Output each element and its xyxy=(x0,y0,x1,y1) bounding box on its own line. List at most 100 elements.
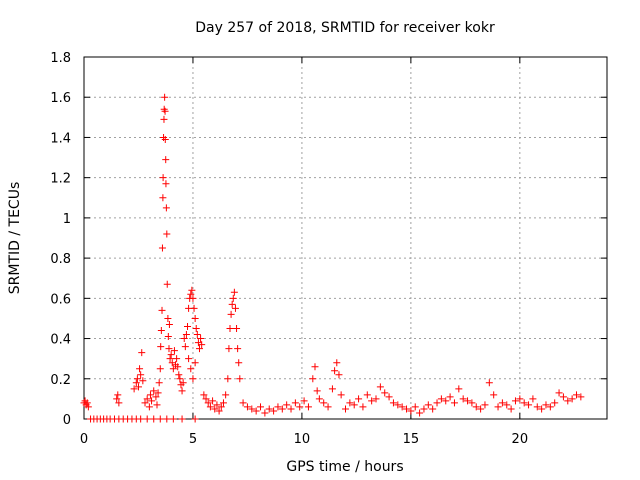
data-point xyxy=(516,395,524,403)
data-point xyxy=(564,397,572,405)
data-point xyxy=(202,395,210,403)
data-point xyxy=(176,375,184,383)
data-point xyxy=(222,391,230,399)
data-point xyxy=(227,310,235,318)
data-point xyxy=(209,397,217,405)
data-point xyxy=(195,345,203,353)
data-point xyxy=(551,399,559,407)
data-point xyxy=(559,393,567,401)
data-point xyxy=(179,379,187,387)
data-point xyxy=(403,405,411,413)
data-point xyxy=(160,115,168,123)
data-point xyxy=(162,156,170,164)
data-point xyxy=(184,322,192,330)
data-point xyxy=(433,399,441,407)
data-point xyxy=(320,399,328,407)
data-point xyxy=(446,393,454,401)
data-point xyxy=(189,375,197,383)
grid-lines xyxy=(84,57,607,419)
data-point xyxy=(175,371,183,379)
data-point xyxy=(243,403,251,411)
data-point xyxy=(424,401,432,409)
data-point xyxy=(113,395,121,403)
data-point xyxy=(225,345,233,353)
data-point xyxy=(206,403,214,411)
data-point xyxy=(152,393,160,401)
data-point xyxy=(146,391,154,399)
data-point xyxy=(507,405,515,413)
data-point xyxy=(173,355,181,363)
data-point xyxy=(200,391,208,399)
data-point xyxy=(429,405,437,413)
data-point xyxy=(315,395,323,403)
data-point xyxy=(309,375,317,383)
data-point xyxy=(520,399,528,407)
data-point xyxy=(167,351,175,359)
data-point xyxy=(296,403,304,411)
data-point xyxy=(394,401,402,409)
data-point xyxy=(163,280,171,288)
data-point xyxy=(166,355,174,363)
data-point xyxy=(162,180,170,188)
data-point xyxy=(459,395,467,403)
data-point xyxy=(148,397,156,405)
data-point xyxy=(229,294,237,302)
data-point xyxy=(164,333,172,341)
data-point xyxy=(376,383,384,391)
data-point xyxy=(187,290,195,298)
data-point xyxy=(261,409,269,417)
data-point xyxy=(185,355,193,363)
plot-frame xyxy=(83,56,608,420)
data-point xyxy=(248,405,256,413)
data-point xyxy=(169,365,177,373)
data-point xyxy=(161,135,169,143)
data-point xyxy=(161,93,169,101)
data-point xyxy=(189,294,197,302)
data-point xyxy=(158,244,166,252)
data-point xyxy=(137,415,145,423)
data-point xyxy=(157,327,165,335)
data-point xyxy=(490,391,498,399)
data-point xyxy=(398,403,406,411)
y-tick-label: 0.2 xyxy=(50,373,71,388)
data-point xyxy=(485,379,493,387)
data-point xyxy=(154,389,162,397)
y-tick-label: 0.4 xyxy=(50,333,71,348)
data-point xyxy=(542,401,550,409)
data-point xyxy=(291,399,299,407)
data-point xyxy=(287,405,295,413)
data-point xyxy=(165,320,173,328)
data-point xyxy=(416,409,424,417)
data-point xyxy=(257,403,265,411)
data-point xyxy=(159,194,167,202)
data-point xyxy=(359,403,367,411)
y-tick-label: 0.8 xyxy=(50,252,71,267)
data-point xyxy=(300,397,308,405)
data-point xyxy=(529,395,537,403)
data-point xyxy=(498,399,506,407)
y-tick-label: 1.4 xyxy=(50,131,71,146)
data-point xyxy=(181,343,189,351)
data-point xyxy=(130,385,138,393)
data-point xyxy=(233,325,241,332)
x-tick-label: 10 xyxy=(294,432,311,447)
data-point xyxy=(161,107,169,115)
data-point xyxy=(533,403,541,411)
data-point xyxy=(83,399,91,407)
data-point xyxy=(132,379,140,387)
data-point xyxy=(143,395,151,403)
data-point xyxy=(156,365,164,373)
data-point xyxy=(219,399,227,407)
x-tick-label: 5 xyxy=(189,432,197,447)
data-point xyxy=(204,399,212,407)
data-point xyxy=(213,401,221,409)
data-point xyxy=(188,286,196,294)
data-point xyxy=(133,375,141,383)
data-point xyxy=(328,385,336,393)
data-point xyxy=(236,375,244,383)
data-point xyxy=(224,375,232,383)
data-point xyxy=(145,403,153,411)
y-tick-label: 1.6 xyxy=(50,91,71,106)
data-point xyxy=(230,288,238,296)
